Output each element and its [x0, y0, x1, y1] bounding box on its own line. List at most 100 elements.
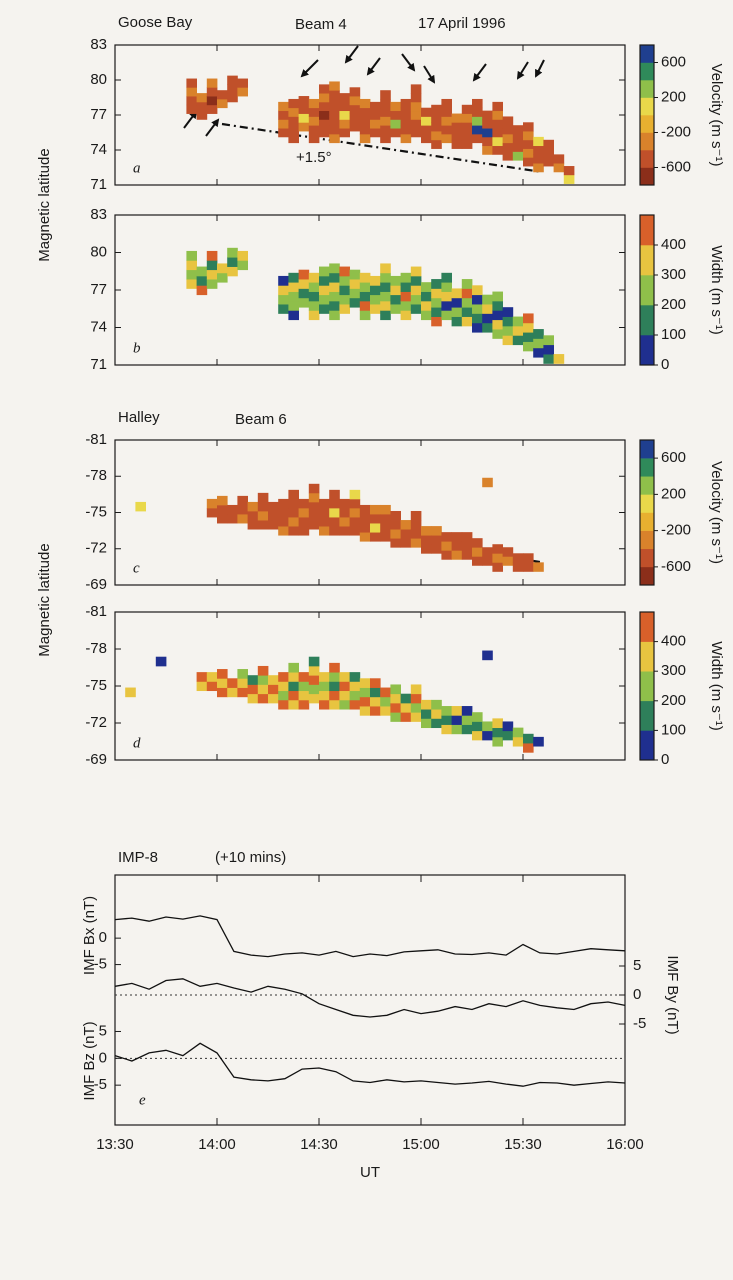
- colorbar-tick-label: 400: [661, 236, 686, 253]
- cell: [206, 279, 218, 289]
- cell: [237, 260, 248, 271]
- cell: [278, 294, 289, 305]
- cell: [472, 133, 483, 144]
- cell: [298, 498, 310, 509]
- cell: [206, 250, 218, 261]
- cell: [400, 693, 412, 704]
- y-tick-label: -69: [85, 751, 107, 768]
- x-tick-label: 14:00: [198, 1136, 236, 1153]
- cell: [339, 266, 350, 277]
- cell: [472, 285, 483, 296]
- cell: [349, 517, 361, 527]
- cell: [329, 699, 340, 710]
- cell: [502, 151, 514, 161]
- y-tick-label: 77: [90, 281, 107, 298]
- colorbar-band: [640, 275, 654, 306]
- arrow: [516, 61, 529, 80]
- cell: [472, 125, 483, 135]
- cell: [410, 712, 422, 722]
- colorbar-tick-label: -200: [661, 522, 691, 539]
- colorbar-band: [640, 612, 654, 642]
- cell: [533, 136, 544, 147]
- x-tick-label: 14:30: [300, 1136, 338, 1153]
- colorbar-band: [640, 512, 654, 531]
- cell: [370, 275, 381, 286]
- cell: [472, 313, 483, 324]
- cell: [359, 107, 371, 117]
- cell: [492, 718, 503, 729]
- cell: [298, 507, 310, 518]
- y-tick-label: -81: [85, 431, 107, 448]
- cell: [431, 122, 442, 132]
- cell: [543, 139, 554, 149]
- cell: [400, 291, 412, 302]
- cell: [186, 250, 197, 261]
- cell: [329, 517, 340, 527]
- y-axis-label: IMF By (nT): [664, 955, 681, 1034]
- cell: [268, 510, 279, 521]
- cell: [359, 514, 371, 524]
- colorbar-tick-label: 200: [661, 485, 686, 502]
- cell: [451, 316, 463, 327]
- cell: [472, 98, 483, 109]
- cell: [431, 544, 442, 554]
- cell: [308, 520, 320, 530]
- cell: [472, 730, 483, 741]
- cell: [543, 157, 554, 167]
- cell: [421, 699, 432, 710]
- cell: [298, 288, 310, 299]
- cell: [390, 520, 401, 530]
- cell: [482, 136, 493, 147]
- y-tick-label: 74: [90, 141, 107, 158]
- cell: [431, 535, 442, 545]
- cell: [390, 285, 401, 296]
- cell: [155, 656, 167, 667]
- cell: [186, 96, 197, 106]
- cell: [492, 119, 503, 129]
- colorbar-band: [640, 458, 654, 477]
- cells: [186, 75, 575, 184]
- cell: [380, 125, 391, 135]
- x-axis-label: UT: [360, 1164, 380, 1181]
- cell: [400, 107, 412, 117]
- cell: [298, 279, 310, 289]
- cell: [441, 300, 452, 311]
- cell: [512, 325, 524, 336]
- cell: [288, 699, 299, 710]
- cell: [227, 247, 238, 258]
- cell: [308, 656, 320, 667]
- cell: [278, 498, 289, 509]
- cell: [482, 294, 493, 305]
- cell: [482, 730, 493, 741]
- cell: [502, 307, 514, 317]
- cell: [319, 498, 330, 509]
- cell: [390, 510, 401, 521]
- cell: [370, 285, 381, 296]
- cell: [227, 504, 238, 515]
- cell: [553, 163, 565, 173]
- cell: [421, 125, 432, 135]
- cell: [390, 529, 401, 539]
- cell: [451, 715, 463, 725]
- cell: [217, 504, 228, 515]
- cell: [308, 116, 320, 126]
- colorbar-frame: [639, 214, 655, 366]
- cell: [400, 272, 412, 283]
- arrow: [344, 45, 359, 64]
- cell: [533, 562, 544, 572]
- cell: [400, 702, 412, 713]
- y-axis-label: IMF Bx (nT): [81, 896, 98, 975]
- cell: [441, 541, 452, 551]
- cell: [441, 282, 452, 292]
- cell: [461, 532, 473, 542]
- colorbar-frame: [639, 44, 655, 186]
- line-series: [114, 1042, 626, 1087]
- cell: [472, 547, 483, 557]
- cell: [461, 316, 473, 327]
- colorbar-band: [640, 641, 654, 672]
- y-tick-label: -75: [85, 677, 107, 694]
- cell: [390, 101, 401, 112]
- cell: [400, 529, 412, 539]
- cell: [217, 678, 228, 688]
- colorbar-tick-label: 0: [661, 356, 669, 373]
